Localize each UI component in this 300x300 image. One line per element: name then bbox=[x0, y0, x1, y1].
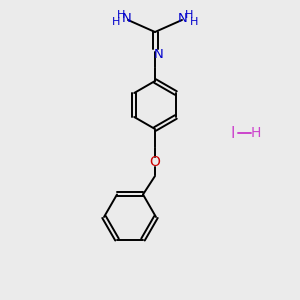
Text: N: N bbox=[154, 47, 164, 61]
Text: I: I bbox=[231, 125, 235, 140]
Text: N: N bbox=[178, 13, 188, 26]
Text: N: N bbox=[122, 13, 132, 26]
Text: H: H bbox=[251, 126, 261, 140]
Text: H: H bbox=[190, 17, 198, 27]
Text: O: O bbox=[150, 155, 160, 169]
Text: H: H bbox=[185, 10, 193, 20]
Text: H: H bbox=[117, 10, 125, 20]
Text: H: H bbox=[112, 17, 120, 27]
